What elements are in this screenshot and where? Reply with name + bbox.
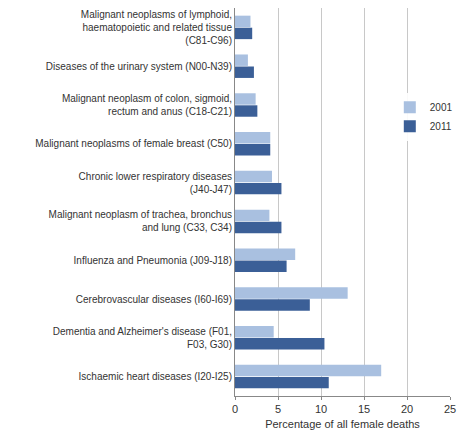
svg-text:Malignant neoplasms of female: Malignant neoplasms of female breast (C5…: [35, 138, 232, 149]
svg-text:2011: 2011: [430, 121, 452, 132]
svg-text:Malignant neoplasms of lymphoi: Malignant neoplasms of lymphoid,haematop…: [81, 9, 233, 46]
svg-text:20: 20: [401, 403, 413, 415]
svg-text:10: 10: [315, 403, 327, 415]
svg-text:Malignant neoplasm of trachea,: Malignant neoplasm of trachea, bronchusa…: [49, 209, 232, 233]
svg-text:25: 25: [444, 403, 456, 415]
svg-text:15: 15: [358, 403, 370, 415]
svg-text:Malignant neoplasm of colon, s: Malignant neoplasm of colon, sigmoid,rec…: [62, 93, 232, 117]
svg-text:Cerebrovascular diseases (I60-: Cerebrovascular diseases (I60-I69): [76, 294, 232, 305]
svg-text:0: 0: [232, 403, 238, 415]
svg-text:Ischaemic heart diseases (I20-: Ischaemic heart diseases (I20-I25): [79, 371, 232, 382]
svg-text:Dementia and Alzheimer's disea: Dementia and Alzheimer's disease (F01,F0…: [53, 326, 232, 350]
svg-text:Chronic lower respiratory dise: Chronic lower respiratory diseases(J40-J…: [79, 171, 232, 195]
svg-text:Influenza and Pneumonia (J09-J: Influenza and Pneumonia (J09-J18): [74, 255, 232, 266]
svg-text:5: 5: [275, 403, 281, 415]
svg-text:2001: 2001: [430, 102, 453, 113]
svg-text:Diseases of the urinary system: Diseases of the urinary system (N00-N39): [46, 61, 232, 72]
svg-text:Percentage of all female death: Percentage of all female deaths: [265, 418, 420, 430]
